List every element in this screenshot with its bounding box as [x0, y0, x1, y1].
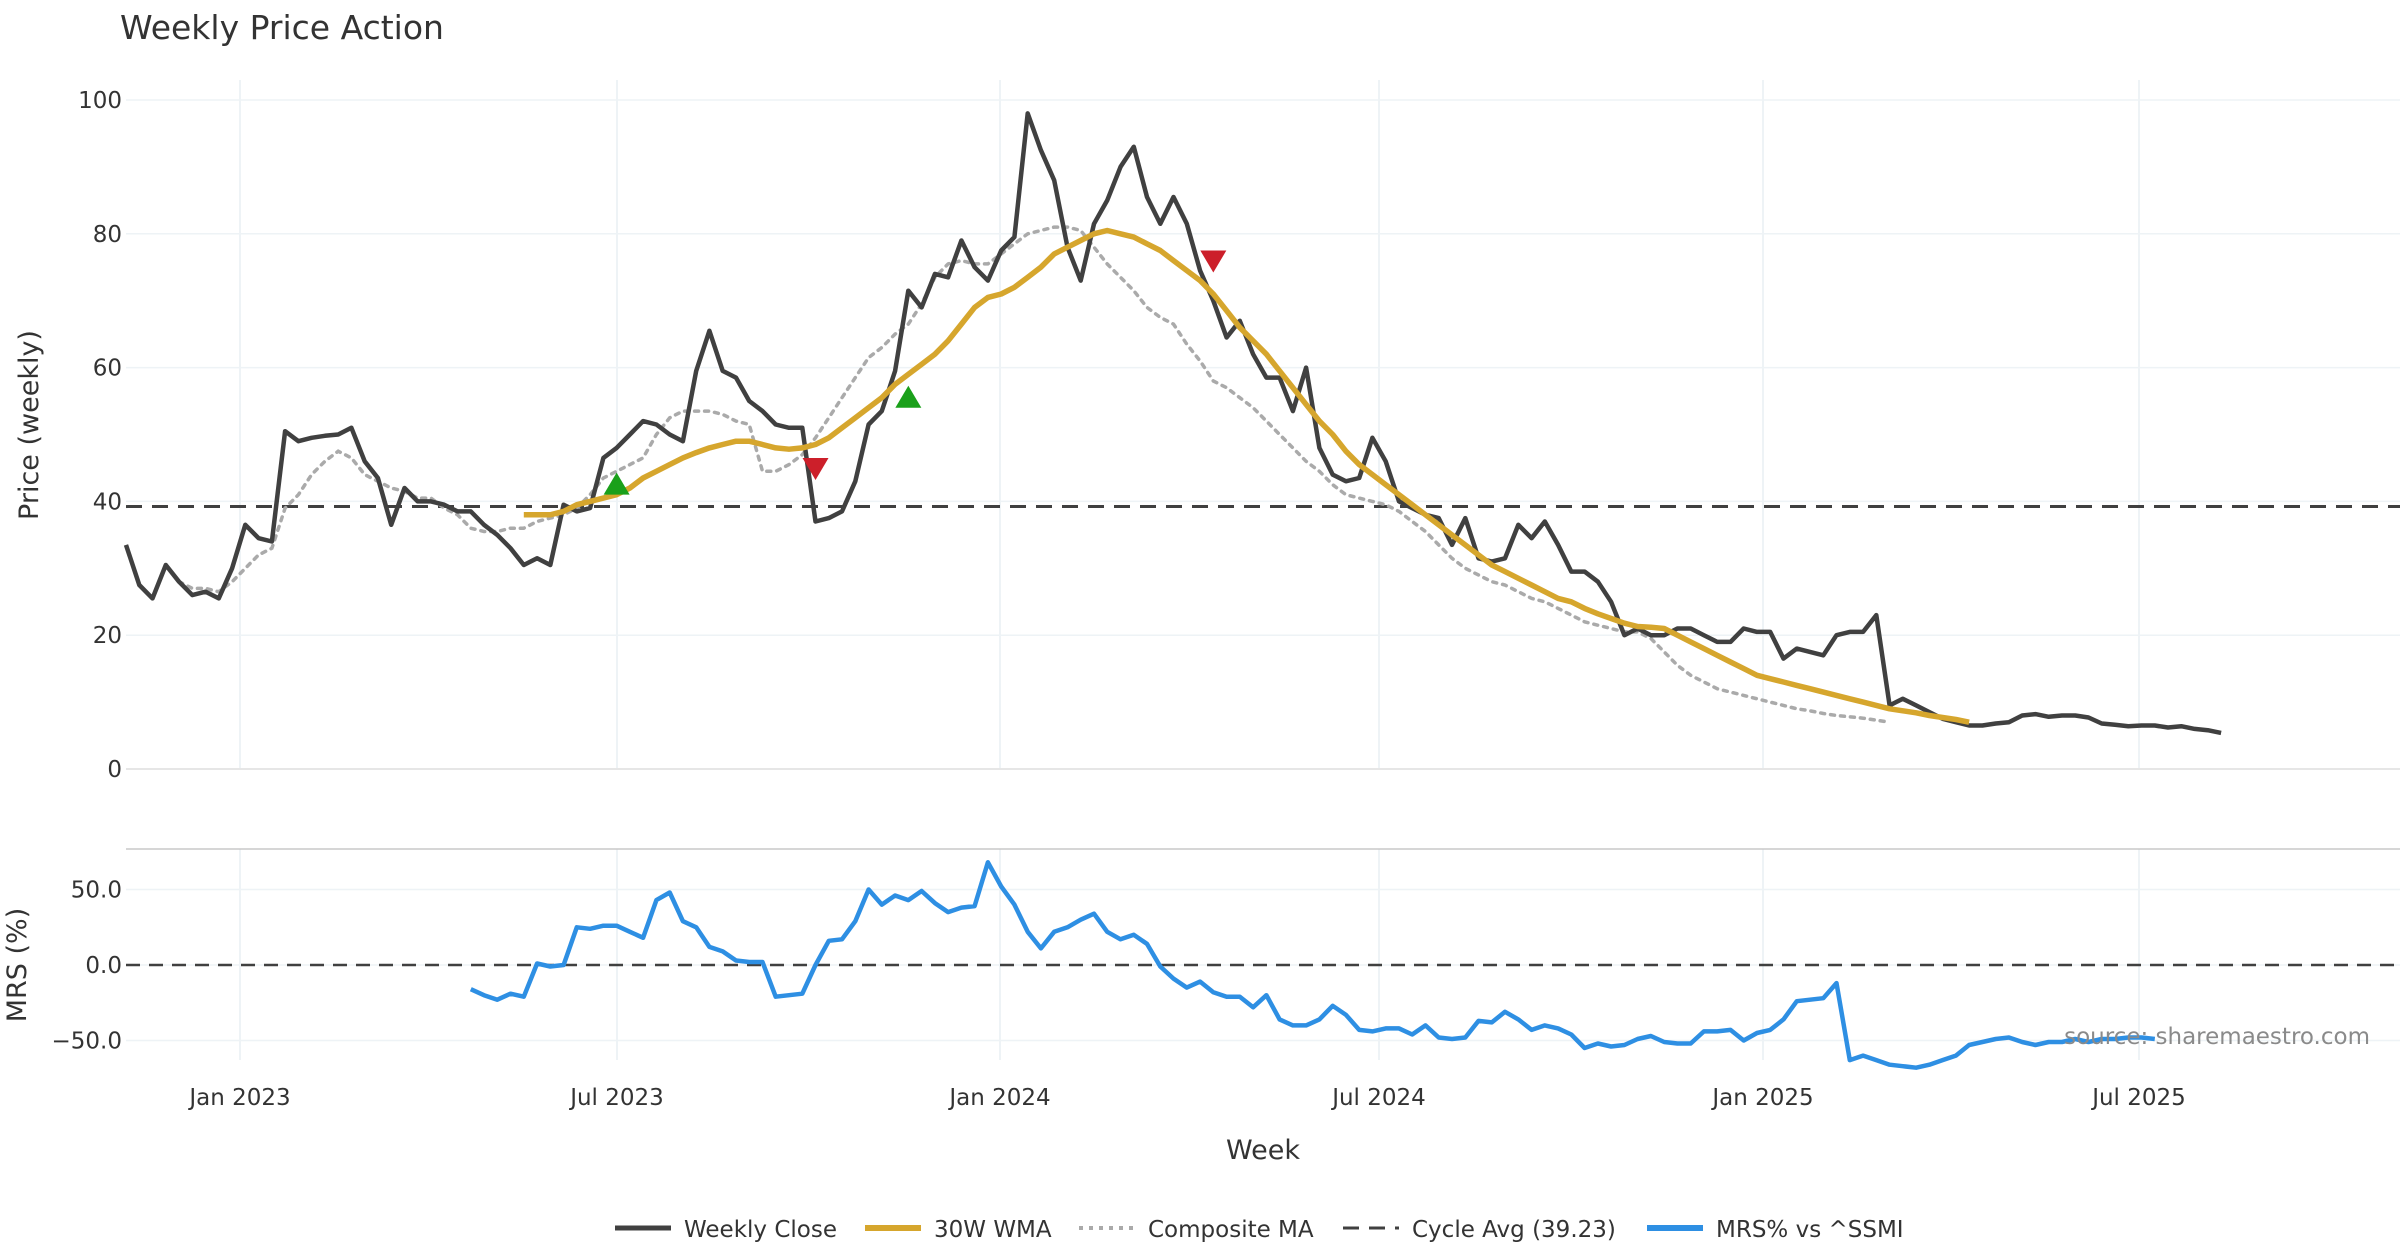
mrs-y-ticks: 50.0 0.0 −50.0	[52, 878, 122, 1055]
price-tick-label: 100	[78, 88, 122, 114]
source-watermark: source: sharemaestro.com	[2064, 1024, 2370, 1050]
mrs-axis-label: MRS (%)	[2, 908, 33, 1023]
legend-label: Composite MA	[1148, 1217, 1314, 1243]
x-tick-label: Jul 2023	[568, 1085, 664, 1111]
price-series-layer	[123, 111, 2400, 736]
price-y-ticks: 0 20 40 60 80 100	[78, 88, 122, 783]
sell-signal-marker	[802, 457, 829, 480]
x-tick-label: Jan 2025	[1710, 1085, 1813, 1111]
signal-markers	[603, 250, 1227, 495]
legend-label: Weekly Close	[684, 1217, 837, 1243]
legend: Weekly Close 30W WMA Composite MA Cycle Avg…	[615, 1217, 1904, 1243]
price-tick-label: 60	[93, 356, 122, 382]
buy-signal-marker	[603, 472, 630, 495]
composite-ma-line	[177, 225, 1892, 724]
price-tick-label: 80	[93, 222, 122, 248]
legend-label: Cycle Avg (39.23)	[1412, 1217, 1616, 1243]
price-axis-label: Price (weekly)	[14, 330, 45, 520]
chart-title: Weekly Price Action	[120, 8, 444, 47]
wma-30w-line	[523, 227, 1970, 725]
price-tick-label: 20	[93, 623, 122, 649]
mrs-tick-label: −50.0	[52, 1029, 122, 1055]
sell-signal-marker	[1200, 250, 1227, 273]
price-tick-label: 40	[93, 489, 122, 515]
x-tick-label: Jan 2023	[187, 1085, 290, 1111]
mrs-tick-label: 0.0	[85, 953, 122, 979]
buy-signal-marker	[895, 385, 922, 408]
weekly-close-line	[123, 111, 2222, 736]
x-grid	[239, 80, 2140, 1060]
x-tick-label: Jan 2024	[947, 1085, 1050, 1111]
mrs-series-layer	[126, 860, 2400, 1070]
legend-label: 30W WMA	[934, 1217, 1052, 1243]
mrs-line	[469, 860, 2156, 1070]
mrs-tick-label: 50.0	[71, 878, 122, 904]
price-tick-label: 0	[107, 757, 122, 783]
x-axis-label: Week	[1226, 1135, 1300, 1166]
x-tick-label: Jul 2024	[1330, 1085, 1426, 1111]
x-tick-label: Jul 2025	[2090, 1085, 2186, 1111]
legend-label: MRS% vs ^SSMI	[1716, 1217, 1904, 1243]
x-axis-ticks: Jan 2023 Jul 2023 Jan 2024 Jul 2024 Jan 2025…	[187, 1085, 2185, 1111]
